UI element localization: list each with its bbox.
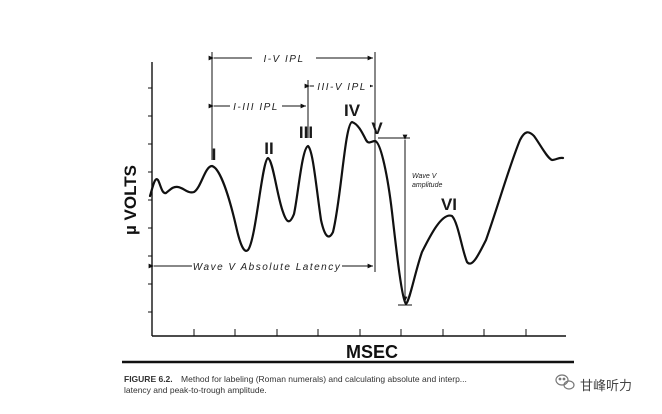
caption-line-2: latency and peak-to-trough amplitude.: [124, 385, 267, 395]
amplitude-label-line1: Wave V: [412, 173, 438, 180]
latency-label: Wave V Absolute Latency: [193, 262, 341, 273]
peak-label-4: IV: [344, 101, 361, 120]
peak-label-3: III: [299, 123, 313, 142]
x-ticks: [193, 329, 527, 336]
peak-label-1: I: [212, 145, 217, 164]
caption-text-1: Method for labeling (Roman numerals) and…: [181, 374, 467, 384]
x-axis-label: MSEC: [346, 342, 398, 362]
i-v-ipl-label: I-V IPL: [263, 54, 304, 65]
caption-line-1: FIGURE 6.2. Method for labeling (Roman n…: [124, 374, 467, 384]
y-ticks: [148, 87, 152, 313]
peak-label-5: V: [371, 119, 383, 138]
abr-waveform: [148, 120, 565, 306]
peak-label-6: VI: [441, 195, 457, 214]
watermark-text: 甘峰听力: [580, 379, 632, 394]
peak-label-2: II: [264, 139, 273, 158]
watermark: 甘峰听力: [555, 374, 632, 394]
amplitude-label-line2: amplitude: [412, 182, 442, 189]
i-iii-ipl-label: I-III IPL: [233, 102, 279, 113]
axes: [151, 62, 566, 337]
wechat-icon: [555, 374, 575, 390]
figure-label: FIGURE 6.2.: [124, 374, 173, 384]
iii-v-ipl-label: III-V IPL: [317, 82, 367, 93]
y-axis-label: µ VOLTS: [121, 165, 140, 235]
